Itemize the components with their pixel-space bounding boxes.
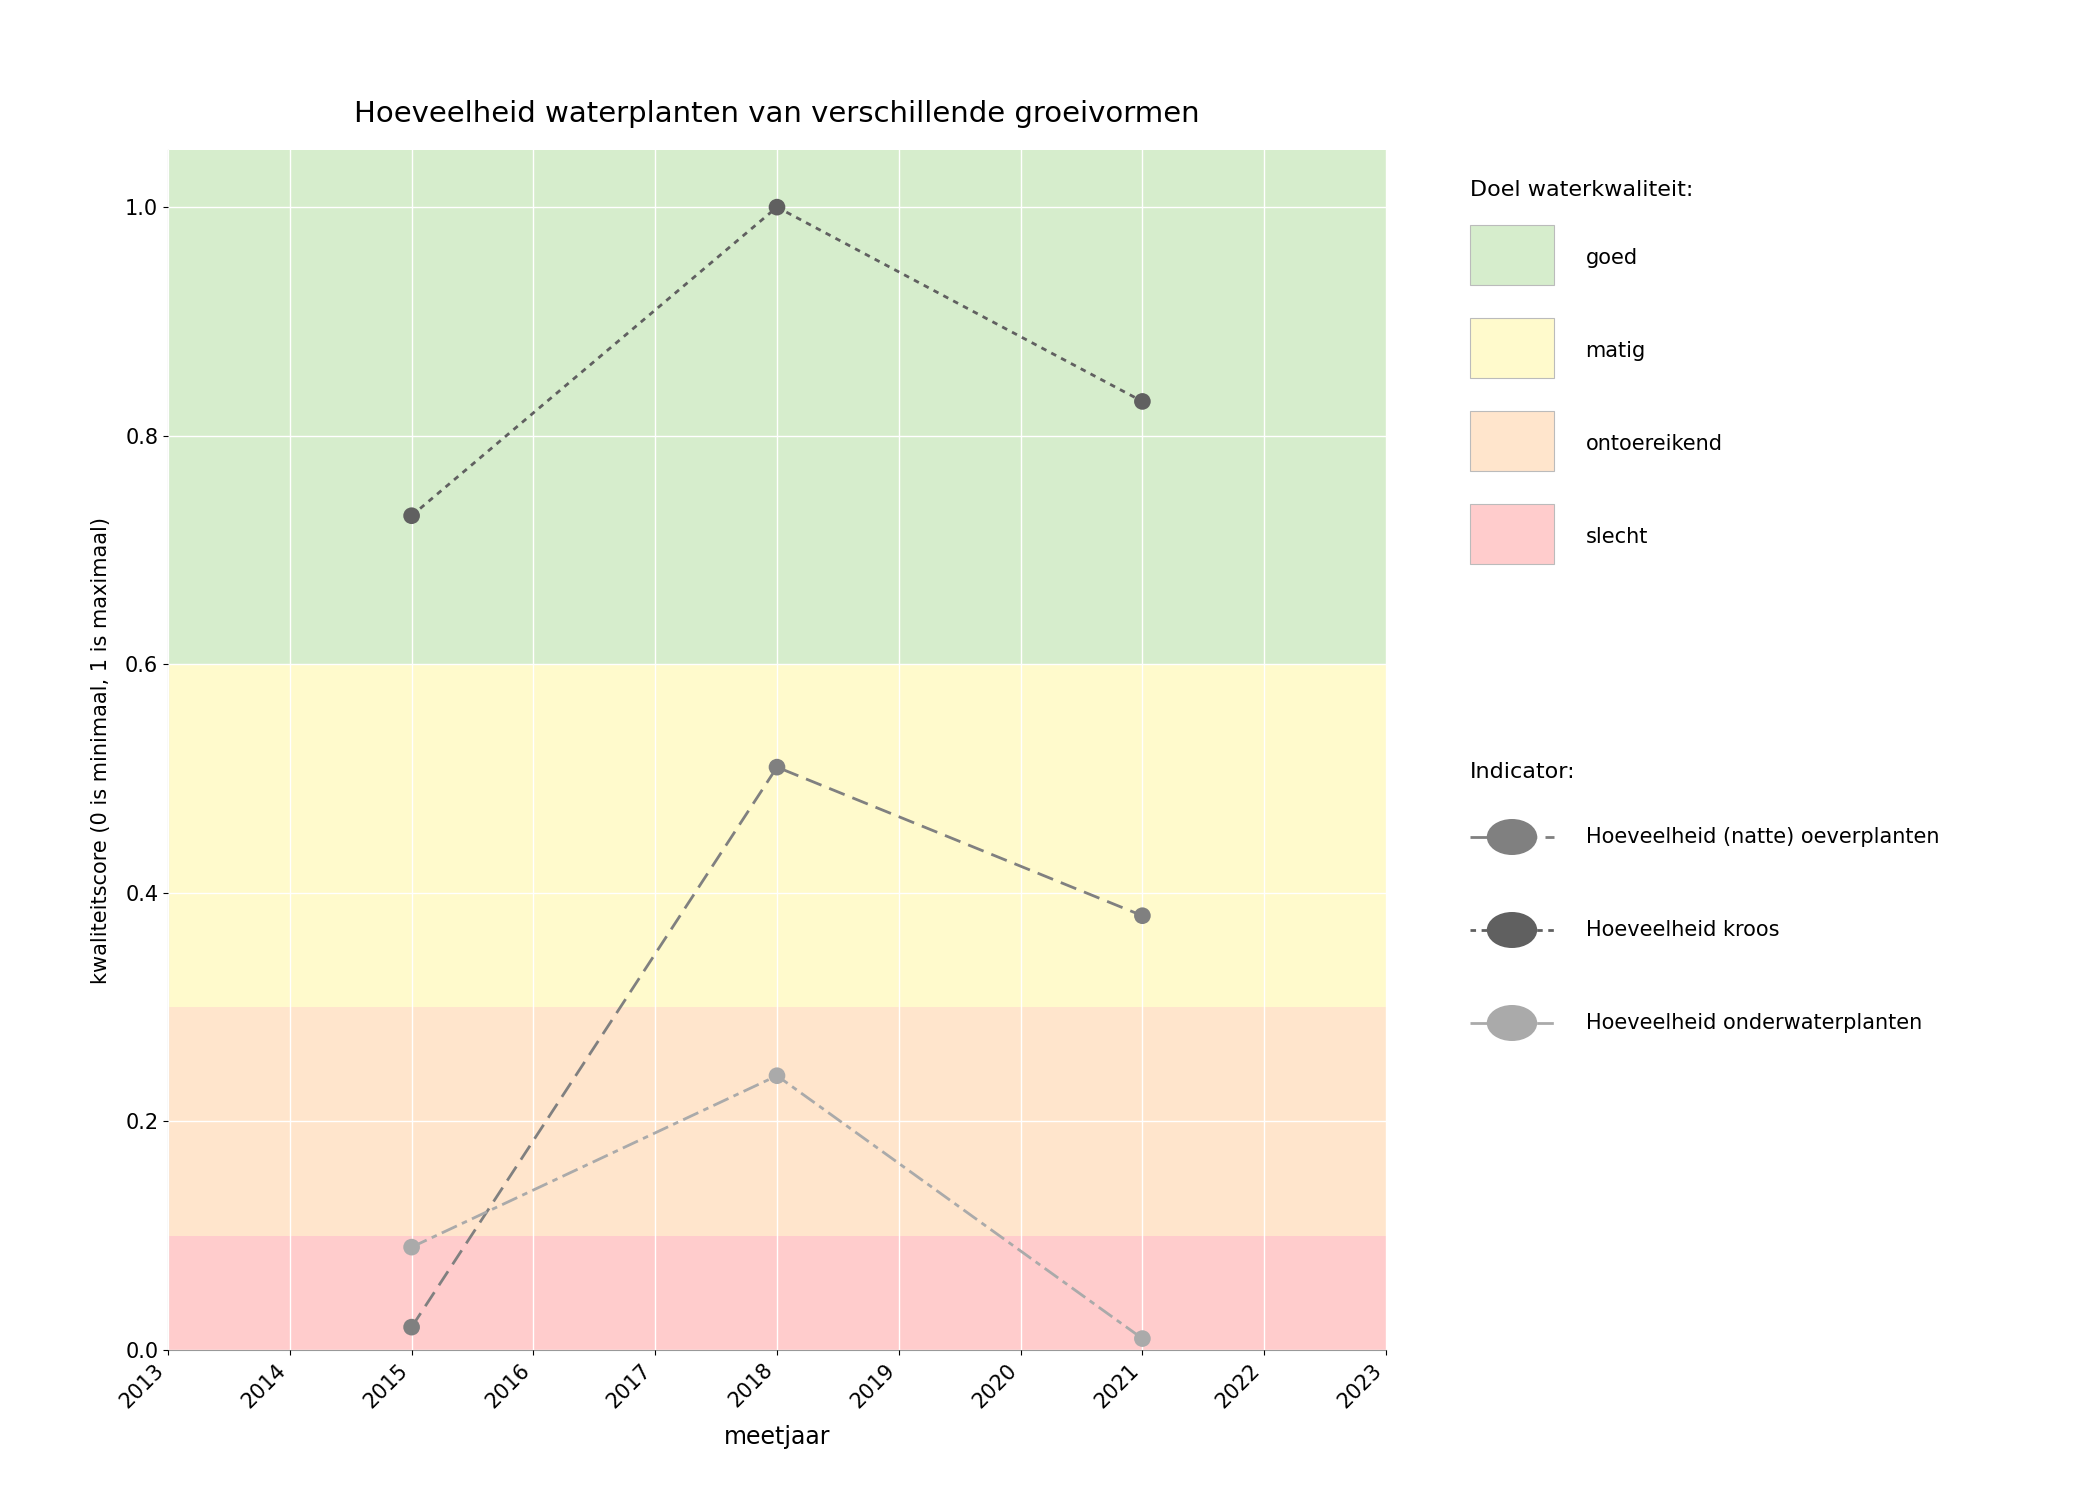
Point [395, 1316, 428, 1340]
Text: slecht: slecht [1586, 526, 1648, 548]
Point [1126, 903, 1159, 927]
Bar [168, 1007, 1386, 1236]
Bar [168, 664, 1386, 1006]
Point [395, 504, 428, 528]
X-axis label: meetjaar: meetjaar [724, 1425, 830, 1449]
Text: Indicator:: Indicator: [1470, 762, 1575, 782]
Bar [168, 1236, 1386, 1350]
Point [760, 1064, 794, 1088]
Text: goed: goed [1586, 248, 1638, 268]
Bar [168, 150, 1386, 664]
Text: Doel waterkwaliteit:: Doel waterkwaliteit: [1470, 180, 1693, 200]
Point [395, 1234, 428, 1258]
Text: Hoeveelheid onderwaterplanten: Hoeveelheid onderwaterplanten [1586, 1013, 1922, 1034]
Text: Hoeveelheid kroos: Hoeveelheid kroos [1586, 920, 1779, 940]
Point [1126, 1326, 1159, 1350]
Y-axis label: kwaliteitscore (0 is minimaal, 1 is maximaal): kwaliteitscore (0 is minimaal, 1 is maxi… [90, 516, 111, 984]
Text: Hoeveelheid (natte) oeverplanten: Hoeveelheid (natte) oeverplanten [1586, 827, 1938, 848]
Point [760, 754, 794, 778]
Text: matig: matig [1586, 340, 1646, 362]
Text: ontoereikend: ontoereikend [1586, 433, 1722, 454]
Title: Hoeveelheid waterplanten van verschillende groeivormen: Hoeveelheid waterplanten van verschillen… [355, 100, 1199, 128]
Point [1126, 390, 1159, 414]
Point [760, 195, 794, 219]
